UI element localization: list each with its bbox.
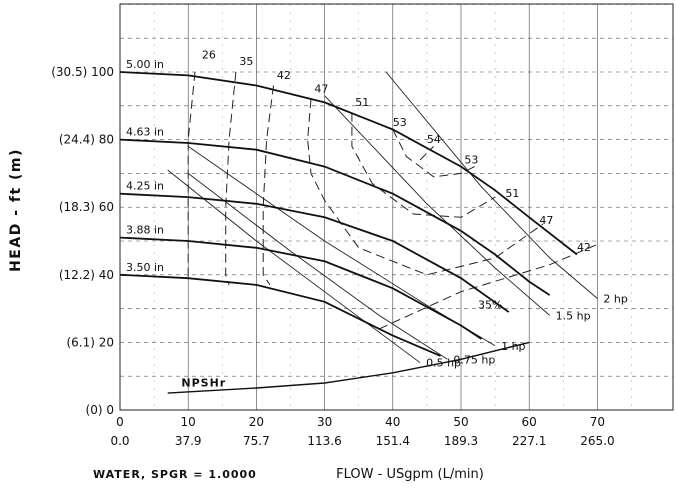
x-tick-label-metric: 0.0 [110,434,129,448]
impeller-label: 4.63 in [126,126,164,139]
tick-layer: 0 0.0 10 37.9 20 75.7 30 113.6 40 151.4 50 189.3 60 2… [51,65,614,448]
impeller-curve-5-00-in [119,71,578,256]
y-tick-label: (18.3) 60 [59,200,114,214]
power-label: 1 hp [501,340,525,353]
y-tick-label: (24.4) 80 [59,133,114,147]
efficiency-contour-54 [419,146,435,161]
x-tick-label: 30 [317,415,332,429]
efficiency-label: 42 [277,69,291,82]
power-line-0-5-hp [167,169,421,364]
y-axis-title: HEAD - ft (m) [8,148,24,272]
impeller-label: 3.50 in [126,261,164,274]
impeller-curve-3-88-in [119,236,482,340]
y-tick-label: (12.2) 40 [59,268,114,282]
efficiency-label: 51 [355,96,369,109]
x-tick-label: 0 [116,415,124,429]
efficiency-label: 53 [393,116,407,129]
efficiency-label: 35 [239,55,253,68]
npshr-label: NPSHr [181,376,226,389]
x-tick-label-metric: 113.6 [307,434,341,448]
x-tick-label: 20 [249,415,264,429]
impeller-curve-4-63-in [119,138,551,296]
x-tick-label-metric: 265.0 [580,434,614,448]
x-tick-label-metric: 151.4 [376,434,410,448]
gridlines [120,4,673,410]
label-layer: 5.00 in 4.63 in 4.25 in 3.88 in 3.50 in 2 hp 1… [126,48,628,389]
x-tick-label: 40 [385,415,400,429]
power-line-1-5-hp [324,95,550,316]
x-tick-label-metric: 227.1 [512,434,546,448]
fluid-note: WATER, SPGR = 1.0000 [93,468,257,481]
efficiency-label: 42 [577,241,591,254]
x-tick-label-metric: 189.3 [444,434,478,448]
power-label: 1.5 hp [556,309,591,322]
efficiency-contour-53 [392,129,475,178]
efficiency-label: 51 [505,187,519,200]
x-tick-label: 60 [522,415,537,429]
efficiency-contour-51 [351,112,496,218]
x-tick-label-metric: 75.7 [243,434,270,448]
efficiency-label: 54 [427,133,441,146]
efficiency-label: 26 [202,48,216,61]
x-tick-label-metric: 37.9 [175,434,202,448]
power-line-0-75-hp [187,173,448,360]
y-tick-label: (0) 0 [86,403,114,417]
x-axis-title: FLOW - USgpm (L/min) [336,467,484,482]
power-line-2-hp [385,71,598,299]
impeller-curve-3-50-in [119,273,441,357]
efficiency-label: 35% [478,299,502,312]
impeller-label: 3.88 in [126,224,164,237]
efficiency-label: 53 [464,153,478,166]
efficiency-contour-26 [187,71,196,282]
y-tick-label: (30.5) 100 [51,65,114,79]
power-label: 0.5 hp [426,357,461,370]
efficiency-contour-35pct [378,243,598,330]
impeller-label: 5.00 in [126,58,164,71]
x-tick-label: 10 [181,415,196,429]
y-tick-label: (6.1) 20 [66,335,114,349]
power-label: 0.75 hp [453,353,495,366]
impeller-curve-4-25-in [119,192,510,313]
efficiency-contour-42 [262,85,274,286]
efficiency-label: 47 [314,82,328,95]
x-tick-label: 50 [453,415,468,429]
efficiency-label: 47 [539,214,553,227]
curve-layer [119,71,598,394]
power-label: 2 hp [603,292,627,305]
impeller-label: 4.25 in [126,180,164,193]
x-tick-label: 70 [590,415,605,429]
efficiency-contour-35 [225,71,237,286]
npshr-curve [167,341,530,394]
